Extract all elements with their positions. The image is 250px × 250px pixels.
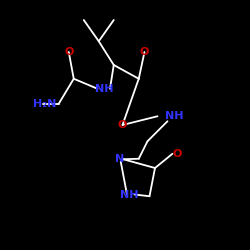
Text: NH: NH: [120, 190, 139, 200]
Text: NH: NH: [165, 111, 184, 121]
Text: N: N: [115, 154, 124, 164]
Text: O: O: [172, 149, 182, 159]
Text: H₂N: H₂N: [32, 99, 56, 109]
Text: O: O: [118, 120, 127, 130]
Text: O: O: [64, 47, 74, 57]
Text: NH: NH: [94, 84, 113, 94]
Text: O: O: [140, 47, 149, 57]
